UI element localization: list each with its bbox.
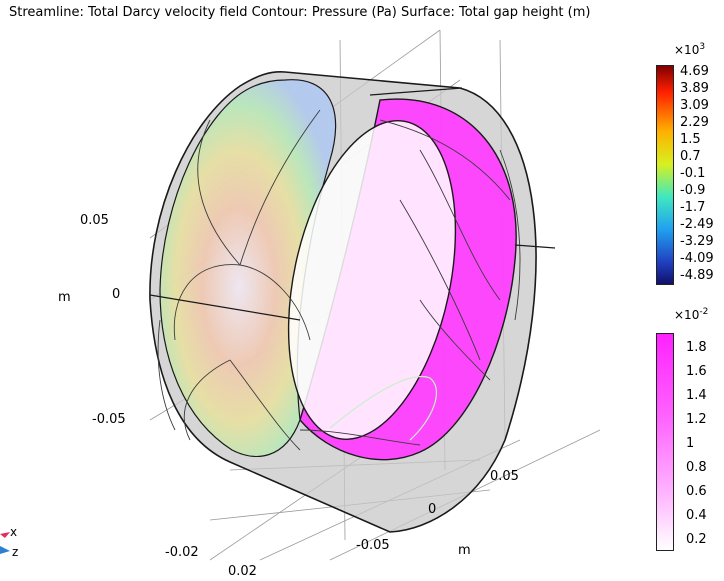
gap-tick: 1.4 [686, 388, 707, 403]
pressure-tick: 0.7 [680, 149, 701, 164]
axis-triad: x z [0, 520, 40, 565]
vertical-tick-label: -0.05 [92, 412, 126, 427]
triad-z-label: z [12, 545, 19, 559]
vertical-tick-label: 0.05 [80, 213, 109, 228]
streamlines [157, 109, 521, 451]
triad-x-label: x [10, 525, 18, 539]
gap-colorbar [656, 333, 674, 551]
pressure-tick: -4.89 [680, 268, 714, 283]
pressure-colorbar-exponent: ×103 [674, 42, 706, 57]
gap-tick: 0.6 [686, 484, 707, 499]
pressure-tick: 3.89 [680, 81, 709, 96]
bottom-tick-label: 0.02 [228, 564, 257, 579]
pressure-tick: 4.69 [680, 64, 709, 79]
pressure-tick: -3.29 [680, 234, 714, 249]
pressure-tick: 3.09 [680, 98, 709, 113]
right-tick-label: 0.05 [490, 469, 519, 484]
gap-tick: 0.2 [686, 532, 707, 547]
bottom-tick-label: -0.02 [165, 545, 199, 560]
pressure-contour-line [329, 376, 438, 441]
right-tick-label: 0 [428, 502, 437, 517]
gap-tick: 1.6 [686, 364, 707, 379]
gap-tick: 0.8 [686, 460, 707, 475]
gap-colorbar-exponent: ×10-2 [674, 307, 709, 322]
pressure-tick: 1.5 [680, 132, 701, 147]
pressure-colorbar [656, 65, 674, 285]
vertical-tick-label: 0 [112, 287, 121, 302]
inner-bore [287, 120, 457, 440]
pressure-tick: -0.1 [680, 166, 706, 181]
x-arrow-icon [0, 532, 10, 538]
pressure-tick: 2.29 [680, 115, 709, 130]
pressure-tick: -2.49 [680, 217, 714, 232]
pressure-tick: -0.9 [680, 183, 706, 198]
vertical-axis-unit: m [58, 290, 71, 305]
z-arrow-icon [0, 546, 10, 554]
right-tick-label: -0.05 [356, 538, 390, 553]
pressure-tick: -1.7 [680, 200, 706, 215]
right-axis-unit: m [458, 543, 471, 558]
gap-tick: 1.8 [686, 340, 707, 355]
gap-tick: 1 [686, 436, 695, 451]
gap-tick: 1.2 [686, 412, 707, 427]
gap-tick: 0.4 [686, 508, 707, 523]
plot-title: Streamline: Total Darcy velocity field C… [9, 5, 591, 20]
pressure-tick: -4.09 [680, 251, 714, 266]
shell-edges [149, 87, 556, 321]
